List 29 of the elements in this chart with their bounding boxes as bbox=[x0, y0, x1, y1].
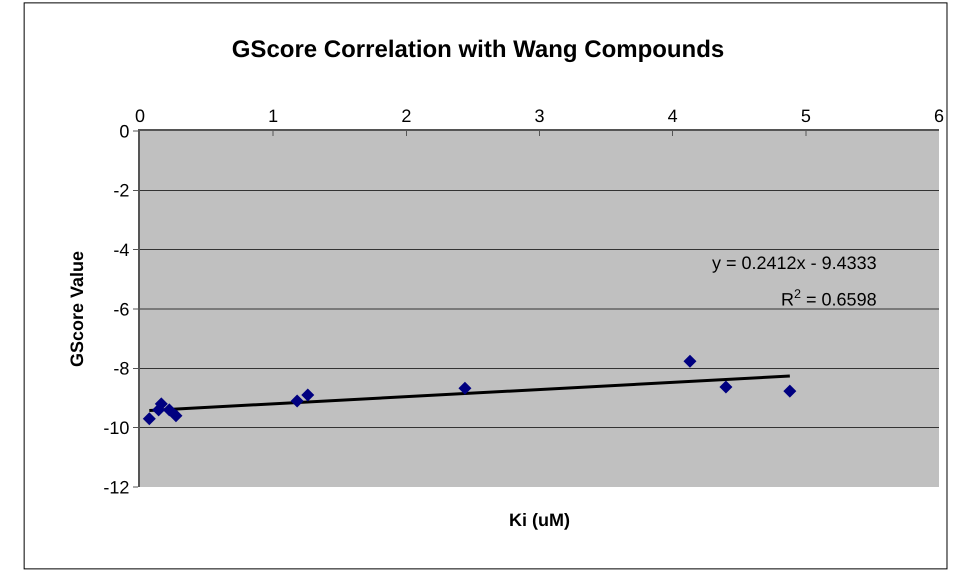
y-tick-label: -8 bbox=[113, 358, 130, 379]
annotation: y = 0.2412x - 9.4333 bbox=[712, 253, 877, 273]
point bbox=[142, 412, 156, 426]
y-tick-label: -6 bbox=[113, 299, 130, 320]
x-tick-label: 0 bbox=[134, 106, 146, 126]
y-tick-label: -12 bbox=[103, 477, 130, 498]
chart-title: GScore Correlation with Wang Compounds bbox=[232, 36, 724, 63]
point bbox=[154, 397, 168, 410]
x-tick-label: 2 bbox=[401, 106, 412, 126]
y-tick-label: -10 bbox=[103, 418, 130, 438]
x-axis-title: Ki (uM) bbox=[509, 510, 570, 530]
y-tick-label: 0 bbox=[119, 121, 130, 142]
x-tick-label: 5 bbox=[800, 106, 811, 126]
point bbox=[290, 394, 304, 408]
point bbox=[162, 403, 176, 416]
annotation: R$^{2}$ = 0.6598 bbox=[781, 287, 877, 310]
point bbox=[719, 380, 732, 394]
point bbox=[169, 409, 182, 422]
point bbox=[683, 354, 696, 368]
point bbox=[301, 388, 314, 402]
x-tick-label: 1 bbox=[268, 106, 278, 126]
point bbox=[458, 382, 472, 395]
y-axis-title: GScore Value bbox=[67, 250, 88, 368]
y-tick-label: -4 bbox=[113, 240, 130, 260]
x-tick-label: 3 bbox=[534, 106, 545, 126]
y-tick-label: -2 bbox=[113, 180, 130, 201]
point bbox=[783, 384, 796, 398]
x-tick-label: 4 bbox=[668, 106, 678, 126]
x-tick-label: 6 bbox=[934, 106, 944, 126]
